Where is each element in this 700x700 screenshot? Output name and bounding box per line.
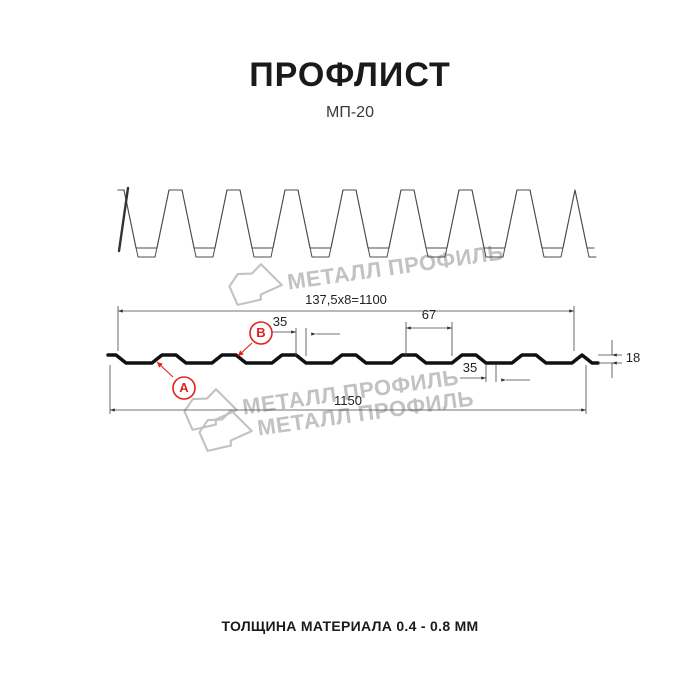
svg-text:A: A xyxy=(179,380,189,395)
svg-text:137,5x8=1100: 137,5x8=1100 xyxy=(305,292,387,307)
svg-text:1150: 1150 xyxy=(334,393,362,408)
svg-text:35: 35 xyxy=(273,314,287,329)
svg-text:18: 18 xyxy=(626,350,640,365)
svg-text:67: 67 xyxy=(422,307,436,322)
svg-text:35: 35 xyxy=(463,360,477,375)
svg-text:B: B xyxy=(256,325,265,340)
